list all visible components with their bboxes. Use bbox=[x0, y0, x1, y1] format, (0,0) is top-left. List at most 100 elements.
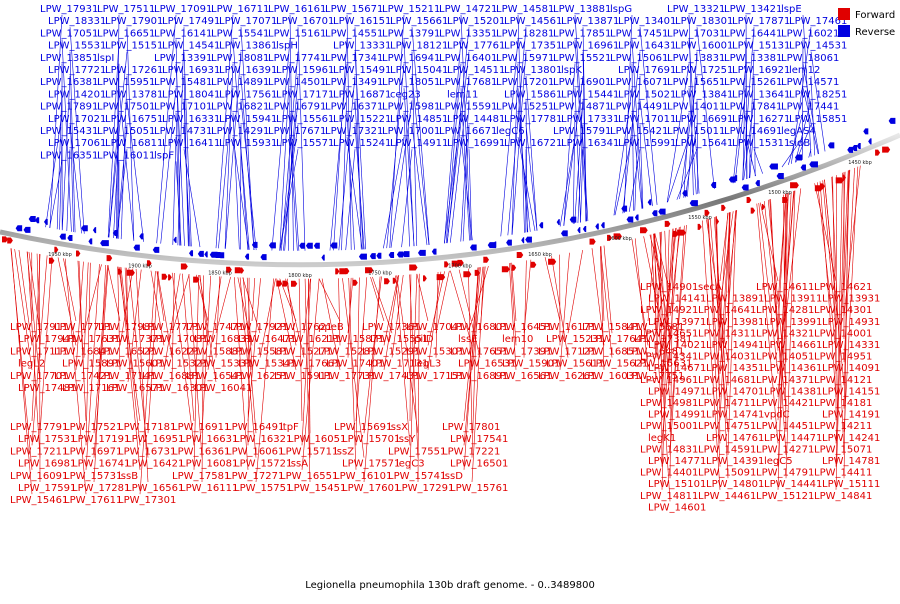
gene-label: LPW_16711 bbox=[211, 4, 269, 15]
gene-label: LPW_15421 bbox=[610, 126, 668, 137]
gene-feature-54 bbox=[359, 254, 367, 260]
scale-tick-label: 1550 kbp bbox=[688, 215, 712, 221]
gene-label: LPW_17871 bbox=[732, 16, 790, 27]
gene-label: LPW_13641 bbox=[732, 89, 790, 100]
gene-label: LPW_14001 bbox=[814, 328, 872, 339]
gene-label: LPW_13491 bbox=[325, 77, 383, 88]
gene-label: LPW_15431 bbox=[40, 126, 98, 137]
gene-label: LPW_14291 bbox=[211, 126, 269, 137]
gene-feature-82 bbox=[525, 237, 532, 243]
gene-label: LPW_15051 bbox=[97, 126, 155, 137]
gene-feature-92 bbox=[595, 223, 598, 229]
gene-feature-105 bbox=[677, 230, 686, 236]
gene-label: LPW_17901 bbox=[105, 16, 163, 27]
gene-label: LPW_14181 bbox=[814, 398, 872, 409]
scale-tick-label: 1800 kbp bbox=[288, 273, 312, 279]
gene-label: LPW_14921 bbox=[640, 305, 698, 316]
gene-label: LPW_15091 bbox=[698, 468, 756, 479]
gene-label: LPW_15011 bbox=[667, 126, 725, 137]
scale-tick-label: 1750 kbp bbox=[368, 271, 392, 277]
gene-label: LPW_16671 bbox=[439, 126, 497, 137]
gene-label: LPW_16691 bbox=[675, 114, 733, 125]
gene-label: LPW_14541 bbox=[162, 41, 220, 52]
gene-label: lspK bbox=[561, 65, 582, 76]
gene-label: LPW_16001 bbox=[675, 41, 733, 52]
gene-label: LPW_18051 bbox=[382, 77, 440, 88]
gene-feature-53 bbox=[353, 280, 358, 286]
gene-label: LPW_17281 bbox=[72, 483, 130, 494]
gene-label: LPW_13991 bbox=[764, 317, 822, 328]
gene-label: LPW_17891 bbox=[40, 102, 98, 113]
gene-label: LPW_16701 bbox=[276, 16, 334, 27]
gene-label: lssB bbox=[118, 471, 138, 482]
gene-label: LPW_15731 bbox=[64, 471, 122, 482]
gene-feature-56 bbox=[370, 253, 376, 259]
gene-label: LPW_13831 bbox=[667, 53, 725, 64]
gene-label: LPW_16441 bbox=[724, 28, 782, 39]
gene-label: LPW_15691 bbox=[334, 422, 392, 433]
gene-label: LPW_13391 bbox=[154, 53, 212, 64]
gene-feature-47 bbox=[314, 243, 320, 249]
gene-label: LPW_17581 bbox=[172, 471, 230, 482]
gene-label: LPW_17181 bbox=[118, 422, 176, 433]
gene-label: LPW_15221 bbox=[333, 114, 391, 125]
gene-feature-138 bbox=[882, 147, 890, 153]
gene-label: LPW_15741 bbox=[388, 471, 446, 482]
gene-label: legC5 bbox=[764, 456, 793, 467]
gene-label: LPW_16631 bbox=[180, 434, 238, 445]
gene-label: LPW_16821 bbox=[211, 102, 269, 113]
gene-feature-118 bbox=[755, 180, 760, 186]
gene-label: LPW_14311 bbox=[698, 328, 756, 339]
gene-label: LPW_14891 bbox=[211, 77, 269, 88]
gene-label: LPW_17801 bbox=[442, 422, 500, 433]
gene-label: LPW_17211 bbox=[10, 446, 68, 457]
leader-line bbox=[383, 137, 404, 248]
gene-label: LPW_16111 bbox=[180, 483, 238, 494]
gene-feature-52 bbox=[345, 268, 349, 274]
gene-label: LPW_14141 bbox=[648, 294, 706, 305]
gene-label: LPW_15991 bbox=[618, 138, 676, 149]
gene-feature-84 bbox=[539, 222, 543, 228]
gene-label: LPW_15211 bbox=[382, 4, 440, 15]
gene-label: LPW_15001 bbox=[640, 421, 698, 432]
gene-feature-100 bbox=[648, 199, 652, 205]
gene-label: lem12 bbox=[789, 65, 820, 76]
gene-label: LPW_17331 bbox=[561, 114, 619, 125]
legend-reverse-swatch bbox=[838, 25, 850, 37]
gene-label: LPW_16791 bbox=[268, 102, 326, 113]
leader-line bbox=[568, 250, 583, 333]
gene-label: lssZ bbox=[334, 446, 354, 457]
gene-feature-71 bbox=[463, 271, 471, 277]
gene-label: LPW_15101 bbox=[648, 479, 706, 490]
gene-label: LPW_14561 bbox=[504, 16, 562, 27]
gene-label: LPW_14851 bbox=[390, 114, 448, 125]
gene-feature-61 bbox=[397, 251, 403, 257]
gene-label: LPW_14571 bbox=[781, 77, 839, 88]
gene-label: LPW_16901 bbox=[553, 77, 611, 88]
gene-label: LPW_14391 bbox=[706, 456, 764, 467]
gene-label: LPW_15241 bbox=[333, 138, 391, 149]
gene-feature-117 bbox=[751, 208, 755, 214]
gene-feature-27 bbox=[181, 264, 188, 270]
gene-label: LPW_16561 bbox=[126, 483, 184, 494]
gene-label: LPW_16921 bbox=[732, 65, 790, 76]
gene-label: LPW_16351 bbox=[40, 150, 98, 161]
gene-label: LPW_16391 bbox=[219, 65, 277, 76]
gene-label: LPW_17501 bbox=[97, 102, 155, 113]
gene-label: LPW_16981 bbox=[18, 459, 76, 470]
gene-label: LPW_13971 bbox=[648, 317, 706, 328]
gene-label: LPW_14771 bbox=[648, 456, 706, 467]
gene-feature-99 bbox=[640, 227, 648, 233]
gene-label: lspF bbox=[154, 150, 174, 161]
gene-feature-25 bbox=[168, 274, 172, 280]
scale-tick-label: 1950 kbp bbox=[48, 252, 72, 258]
gene-label: LPW_14661 bbox=[764, 340, 822, 351]
gene-feature-80 bbox=[517, 252, 524, 258]
gene-feature-46 bbox=[306, 243, 313, 249]
gene-feature-5 bbox=[35, 217, 39, 223]
gene-label: LPW_17091 bbox=[154, 4, 212, 15]
gene-label: LPW_14671 bbox=[648, 363, 706, 374]
gene-label: LPW_16051 bbox=[288, 434, 346, 445]
gene-feature-79 bbox=[512, 265, 516, 271]
scale-tick-label: 1450 kbp bbox=[848, 160, 872, 166]
